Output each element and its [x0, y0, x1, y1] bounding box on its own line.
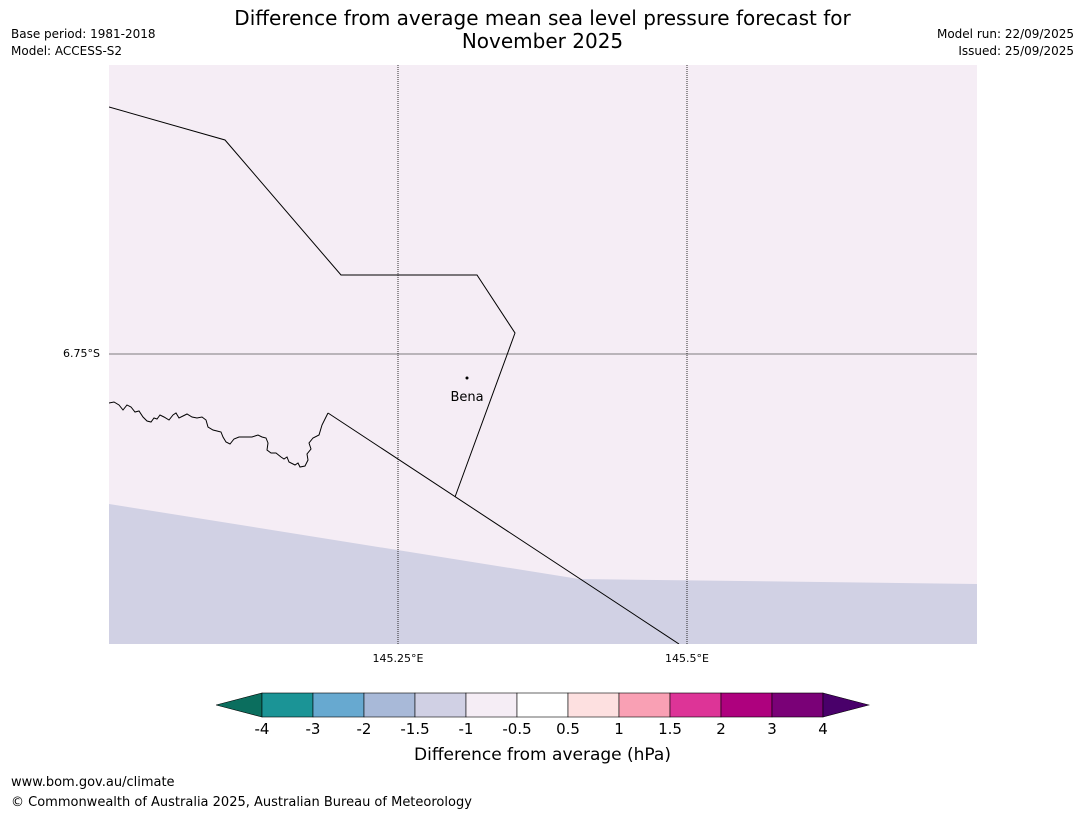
model-run-text: Model run: 22/09/2025: [936, 27, 1074, 41]
colorbar-segment-8: [618, 692, 671, 718]
colorbar-segment-11: [771, 692, 824, 718]
province-border-upper: [109, 106, 516, 498]
colorbar-segment-1: [261, 692, 314, 718]
colorbar-tick-label: 0.5: [556, 720, 580, 738]
model-text: Model: ACCESS-S2: [11, 44, 123, 58]
map-panel[interactable]: Bena: [109, 65, 977, 644]
colorbar-tick-label: 1: [614, 720, 624, 738]
colorbar-segment-7: [567, 692, 620, 718]
map-title-line-1: Difference from average mean sea level p…: [234, 6, 851, 30]
longitude-label-2: 145.5°E: [665, 652, 709, 665]
colorbar-tick-label: 1.5: [658, 720, 682, 738]
colorbar-tick-label: -1.5: [400, 720, 430, 738]
base-period-text: Base period: 1981-2018: [11, 27, 156, 41]
footer-url-link[interactable]: www.bom.gov.au/climate: [11, 775, 175, 790]
colorbar-tick-label: 4: [818, 720, 828, 738]
colorbar-axis-label: Difference from average (hPa): [414, 745, 671, 765]
colorbar-segment-4: [414, 692, 467, 718]
bena-label: Bena: [450, 390, 483, 405]
colorbar-segment-6: [516, 692, 569, 718]
pressure-anomaly-region-lower: [109, 504, 977, 644]
colorbar-tick-label: -0.5: [502, 720, 532, 738]
colorbar-tick-label: 2: [716, 720, 726, 738]
issued-text: Issued: 25/09/2025: [958, 44, 1074, 58]
colorbar-tick-label: 3: [767, 720, 777, 738]
colorbar-tick-label: -2: [356, 720, 372, 738]
colorbar-extend-high: [822, 692, 870, 718]
colorbar-segment-2: [312, 692, 365, 718]
map-canvas[interactable]: Bena: [109, 65, 977, 644]
map-title-line-2: November 2025: [461, 29, 624, 53]
bena-marker-icon[interactable]: [465, 376, 469, 380]
latitude-label: 6.75°S: [63, 347, 100, 360]
footer-copyright: © Commonwealth of Australia 2025, Austra…: [11, 795, 472, 810]
colorbar-tick-label: -3: [305, 720, 321, 738]
river-line: [109, 401, 329, 468]
colorbar: [216, 692, 870, 718]
meta-right-block: Model run: 22/09/2025 Issued: 25/09/2025: [937, 26, 1074, 60]
colorbar-segment-5: [465, 692, 518, 718]
province-border-lower: [327, 412, 680, 644]
colorbar-segment-9: [669, 692, 722, 718]
colorbar-tick-label: -1: [458, 720, 474, 738]
map-title: Difference from average mean sea level p…: [200, 7, 885, 53]
colorbar-segment-10: [720, 692, 773, 718]
meta-left-block: Base period: 1981-2018 Model: ACCESS-S2: [11, 26, 156, 60]
longitude-label-1: 145.25°E: [372, 652, 424, 665]
colorbar-extend-low: [216, 692, 263, 718]
colorbar-tick-label: -4: [254, 720, 270, 738]
colorbar-segment-3: [363, 692, 416, 718]
